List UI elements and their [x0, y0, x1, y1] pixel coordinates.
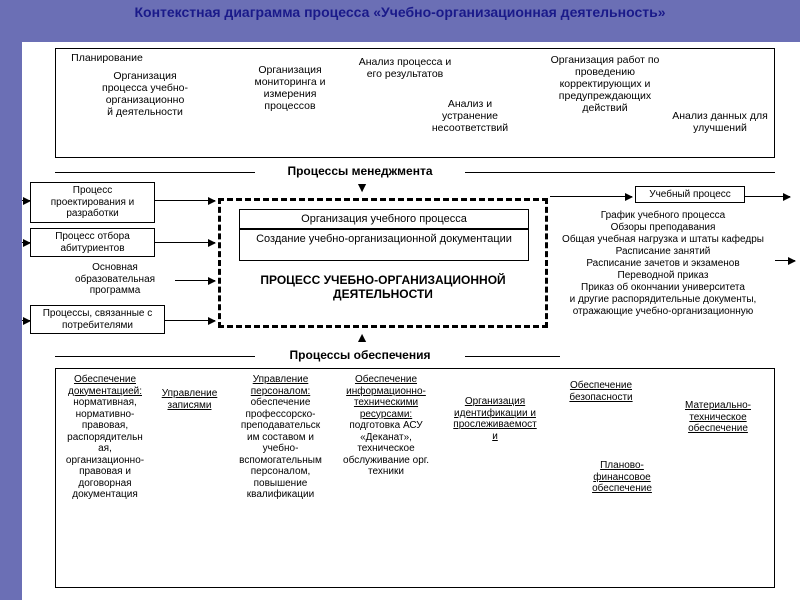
arrow-up-icon: ▲	[355, 330, 369, 344]
arrow-down-icon: ▼	[355, 180, 369, 194]
left-decor-strip	[0, 42, 22, 600]
left-box-consumers: Процессы, связанные с потребителями	[30, 305, 165, 334]
diagram-title: Контекстная диаграмма процесса «Учебно-о…	[0, 0, 800, 42]
bottom-col-6: Планово- финансовое обеспечение	[572, 460, 672, 495]
arrow-r-1	[155, 200, 215, 201]
top-item-monitoring: Организация мониторинга и измерения проц…	[240, 64, 340, 112]
section-management-label: Процессы менеджмента	[260, 164, 460, 178]
line-mgmt-right	[465, 172, 775, 173]
arrow-out-far	[745, 196, 790, 197]
arrow-r-4	[165, 320, 215, 321]
top-item-eliminate: Анализ и устранение несоответствий	[420, 98, 520, 134]
arrow-out-mid	[775, 260, 795, 261]
top-item-improve: Анализ данных для улучшений	[670, 110, 770, 134]
arrow-r-2	[155, 242, 215, 243]
left-box-selection: Процесс отбора абитуриентов	[30, 228, 155, 257]
right-box-edu-process: Учебный процесс	[635, 186, 745, 203]
top-item-analysis-results: Анализ процесса и его результатов	[355, 56, 455, 80]
main-process-box: Организация учебного процесса Создание у…	[218, 198, 548, 328]
inner-box-2: Создание учебно-организационной документ…	[239, 229, 529, 261]
inner-box-1: Организация учебного процесса	[239, 209, 529, 229]
arrow-far-2	[22, 242, 30, 243]
arrow-far-3	[22, 320, 30, 321]
section-support-label: Процессы обеспечения	[260, 348, 460, 362]
bottom-col-3: Обеспечение информационно- техническими …	[336, 374, 436, 478]
arrow-r-3	[175, 280, 215, 281]
line-supp-right	[465, 356, 560, 357]
top-item-planning: Планирование	[62, 52, 152, 64]
line-supp-left	[55, 356, 255, 357]
left-text-program: Основная образовательная программа	[55, 262, 175, 297]
right-output-list: График учебного процесса Обзоры преподав…	[558, 210, 768, 318]
line-mgmt-left	[55, 172, 255, 173]
left-box-design: Процесс проектирования и разработки	[30, 182, 155, 223]
bottom-col-2: Управление персоналом: обеспечение профе…	[228, 374, 333, 501]
bottom-col-1: Управление записями	[152, 388, 227, 411]
bottom-col-0: Обеспечение документацией: нормативная, …	[60, 374, 150, 501]
top-item-org-process: Организация процесса учебно- организацио…	[90, 70, 200, 118]
main-process-title: ПРОЦЕСС УЧЕБНО-ОРГАНИЗАЦИОННОЙ ДЕЯТЕЛЬНО…	[221, 273, 545, 302]
bottom-col-5: Обеспечение безопасности	[556, 380, 646, 403]
arrow-out-top	[550, 196, 632, 197]
top-item-correcting: Организация работ по проведению корректи…	[535, 54, 675, 114]
bottom-col-4: Организация идентификации и прослеживаем…	[440, 396, 550, 442]
arrow-far-1	[22, 200, 30, 201]
bottom-col-7: Материально- техническое обеспечение	[668, 400, 768, 435]
